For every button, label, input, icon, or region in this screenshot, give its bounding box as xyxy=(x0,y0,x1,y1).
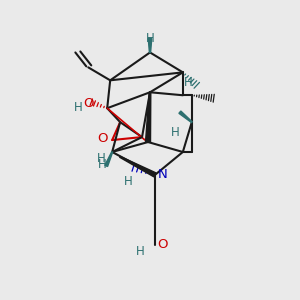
Polygon shape xyxy=(120,157,156,177)
Text: H: H xyxy=(74,101,83,114)
Polygon shape xyxy=(105,152,112,167)
Text: H: H xyxy=(98,158,106,171)
Text: H: H xyxy=(183,76,192,89)
Text: H: H xyxy=(97,152,106,166)
Polygon shape xyxy=(148,38,152,52)
Text: H: H xyxy=(146,32,154,45)
Text: H: H xyxy=(170,126,179,139)
Text: O: O xyxy=(83,97,94,110)
Text: N: N xyxy=(158,168,168,182)
Text: O: O xyxy=(97,132,107,145)
Text: H: H xyxy=(136,245,144,258)
Text: H: H xyxy=(124,176,133,188)
Polygon shape xyxy=(146,92,151,142)
Polygon shape xyxy=(179,111,192,122)
Text: O: O xyxy=(158,238,168,251)
